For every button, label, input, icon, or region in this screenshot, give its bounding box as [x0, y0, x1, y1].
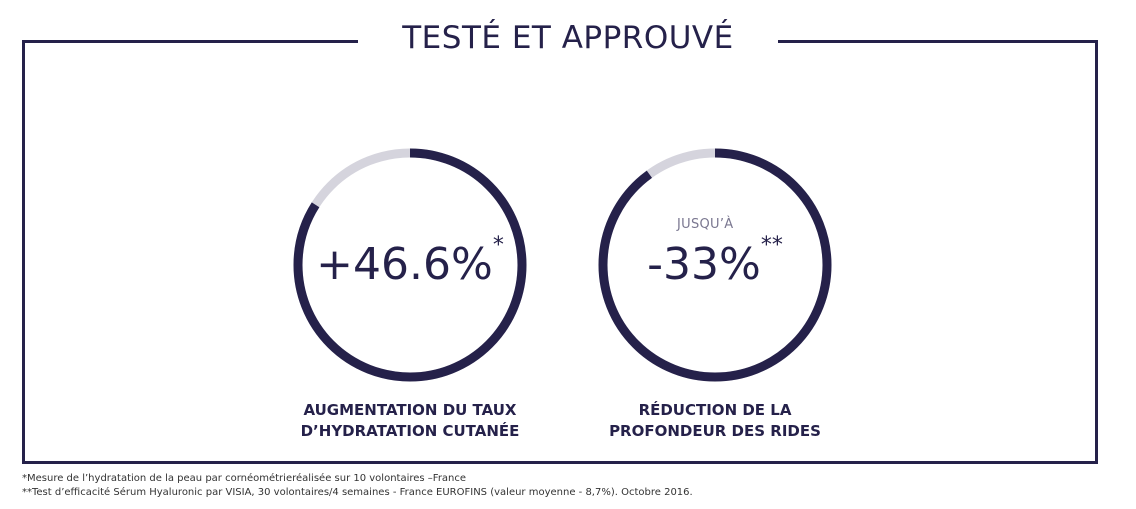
wrinkle-stat-value: -33%**	[647, 233, 783, 290]
hydration-caption: AUGMENTATION DU TAUX D’HYDRATATION CUTAN…	[260, 400, 560, 442]
hydration-caption-line1: AUGMENTATION DU TAUX	[303, 401, 517, 419]
footnote-2: **Test d’efficacité Sérum Hyaluronic par…	[22, 487, 693, 498]
wrinkle-ring-svg	[598, 148, 832, 382]
footnotes: *Mesure de l’hydratation de la peau par …	[22, 472, 693, 500]
content-frame	[22, 40, 1098, 464]
hydration-stat-ring: +46.6%*	[290, 145, 530, 385]
hydration-stat-asterisk: *	[492, 233, 504, 258]
footnote-1: *Mesure de l’hydratation de la peau par …	[22, 473, 467, 484]
wrinkle-stat-asterisk: **	[760, 233, 783, 258]
wrinkle-caption: RÉDUCTION DE LA PROFONDEUR DES RIDES	[565, 400, 865, 442]
hydration-ring-svg	[293, 148, 527, 382]
hydration-caption-line2: D’HYDRATATION CUTANÉE	[300, 422, 520, 440]
wrinkle-caption-line2: PROFONDEUR DES RIDES	[609, 422, 821, 440]
wrinkle-caption-line1: RÉDUCTION DE LA	[638, 401, 792, 419]
wrinkle-stat-prefix: JUSQU’À	[677, 217, 734, 232]
ring-progress	[598, 148, 832, 382]
ring-progress	[293, 148, 527, 382]
wrinkle-stat-ring: JUSQU’À -33%**	[595, 145, 835, 385]
hydration-stat-value: +46.6%*	[316, 233, 504, 290]
